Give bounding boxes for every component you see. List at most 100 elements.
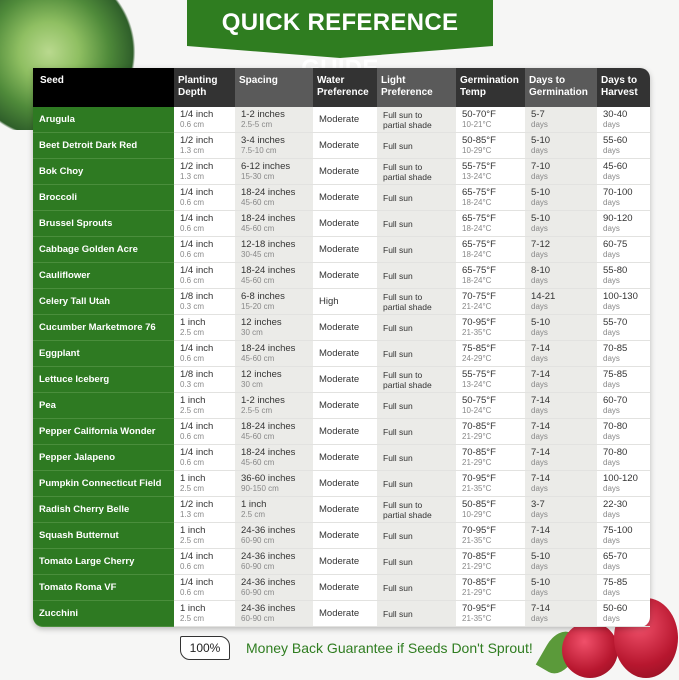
light-preference: Full sun to partial shade (377, 367, 456, 393)
seed-name: Pumpkin Connecticut Field (33, 471, 174, 497)
planting-depth: 1 inch 2.5 cm (174, 523, 235, 549)
seed-name: Tomato Roma VF (33, 575, 174, 601)
planting-depth: 1/2 inch 1.3 cm (174, 133, 235, 159)
days-to-harvest: 75-85 days (597, 575, 650, 601)
days-to-harvest: 90-120 days (597, 211, 650, 237)
light-preference: Full sun (377, 341, 456, 367)
table-row: Pepper Jalapeno 1/4 inch 0.6 cm 18-24 inc… (33, 445, 650, 471)
table-row: Beet Detroit Dark Red 1/2 inch 1.3 cm 3-4… (33, 133, 650, 159)
spacing: 24-36 inches 60-90 cm (235, 601, 313, 627)
germination-temp: 65-75°F 18-24°C (456, 237, 525, 263)
days-to-germination: 7-14 days (525, 419, 597, 445)
light-preference: Full sun (377, 445, 456, 471)
light-preference: Full sun to partial shade (377, 107, 456, 133)
days-to-germination: 5-10 days (525, 211, 597, 237)
header-spacing: Spacing (235, 68, 313, 107)
days-to-germination: 3-7 days (525, 497, 597, 523)
table-row: Cabbage Golden Acre 1/4 inch 0.6 cm 12-18… (33, 237, 650, 263)
light-preference: Full sun (377, 471, 456, 497)
table-row: Celery Tall Utah 1/8 inch 0.3 cm 6-8 inch… (33, 289, 650, 315)
seed-name: Pepper California Wonder (33, 419, 174, 445)
germination-temp: 50-75°F 10-24°C (456, 393, 525, 419)
germination-temp: 70-95°F 21-35°C (456, 315, 525, 341)
seed-name: Beet Detroit Dark Red (33, 133, 174, 159)
spacing: 24-36 inches 60-90 cm (235, 523, 313, 549)
light-preference: Full sun (377, 133, 456, 159)
days-to-harvest: 50-60 days (597, 601, 650, 627)
light-preference: Full sun to partial shade (377, 159, 456, 185)
spacing: 1-2 inches 2.5-5 cm (235, 107, 313, 133)
table-row: Tomato Large Cherry 1/4 inch 0.6 cm 24-36… (33, 549, 650, 575)
header-days-germination: Days to Germination (525, 68, 597, 107)
germination-temp: 65-75°F 18-24°C (456, 185, 525, 211)
days-to-germination: 8-10 days (525, 263, 597, 289)
table-row: Tomato Roma VF 1/4 inch 0.6 cm 24-36 inch… (33, 575, 650, 601)
header-germination-temp: Germination Temp (456, 68, 525, 107)
days-to-germination: 7-14 days (525, 471, 597, 497)
days-to-harvest: 60-70 days (597, 393, 650, 419)
days-to-harvest: 55-80 days (597, 263, 650, 289)
light-preference: Full sun to partial shade (377, 289, 456, 315)
days-to-harvest: 70-85 days (597, 341, 650, 367)
days-to-germination: 7-14 days (525, 367, 597, 393)
beet-image (562, 622, 618, 678)
spacing: 12-18 inches 30-45 cm (235, 237, 313, 263)
planting-depth: 1/2 inch 1.3 cm (174, 497, 235, 523)
water-preference: Moderate (313, 107, 377, 133)
seed-name: Bok Choy (33, 159, 174, 185)
spacing: 18-24 inches 45-60 cm (235, 445, 313, 471)
table-row: Radish Cherry Belle 1/2 inch 1.3 cm 1 inc… (33, 497, 650, 523)
days-to-harvest: 75-85 days (597, 367, 650, 393)
planting-depth: 1/8 inch 0.3 cm (174, 367, 235, 393)
days-to-harvest: 30-40 days (597, 107, 650, 133)
days-to-harvest: 100-120 days (597, 471, 650, 497)
days-to-germination: 7-12 days (525, 237, 597, 263)
germination-temp: 70-85°F 21-29°C (456, 575, 525, 601)
table-row: Pumpkin Connecticut Field 1 inch 2.5 cm 3… (33, 471, 650, 497)
days-to-germination: 7-14 days (525, 445, 597, 471)
planting-depth: 1/4 inch 0.6 cm (174, 575, 235, 601)
seed-name: Squash Butternut (33, 523, 174, 549)
header-light: Light Preference (377, 68, 456, 107)
spacing: 24-36 inches 60-90 cm (235, 549, 313, 575)
table-body: Arugula 1/4 inch 0.6 cm 1-2 inches 2.5-5 c… (33, 107, 650, 627)
days-to-harvest: 70-100 days (597, 185, 650, 211)
days-to-harvest: 100-130 days (597, 289, 650, 315)
germination-temp: 70-85°F 21-29°C (456, 549, 525, 575)
header-row: Seed Planting Depth Spacing Water Preferen… (33, 68, 650, 107)
water-preference: Moderate (313, 471, 377, 497)
table-row: Cauliflower 1/4 inch 0.6 cm 18-24 inches 4… (33, 263, 650, 289)
header-water: Water Preference (313, 68, 377, 107)
seed-name: Arugula (33, 107, 174, 133)
water-preference: High (313, 289, 377, 315)
header-days-harvest: Days to Harvest (597, 68, 650, 107)
water-preference: Moderate (313, 159, 377, 185)
seed-name: Celery Tall Utah (33, 289, 174, 315)
days-to-harvest: 55-60 days (597, 133, 650, 159)
seed-name: Zucchini (33, 601, 174, 627)
planting-depth: 1/4 inch 0.6 cm (174, 419, 235, 445)
water-preference: Moderate (313, 237, 377, 263)
header-planting-depth: Planting Depth (174, 68, 235, 107)
days-to-harvest: 60-75 days (597, 237, 650, 263)
table-row: Cucumber Marketmore 76 1 inch 2.5 cm 12 i… (33, 315, 650, 341)
water-preference: Moderate (313, 263, 377, 289)
planting-depth: 1/4 inch 0.6 cm (174, 549, 235, 575)
spacing: 18-24 inches 45-60 cm (235, 211, 313, 237)
spacing: 12 inches 30 cm (235, 315, 313, 341)
seed-name: Pepper Jalapeno (33, 445, 174, 471)
light-preference: Full sun (377, 211, 456, 237)
planting-depth: 1/2 inch 1.3 cm (174, 159, 235, 185)
table-row: Pea 1 inch 2.5 cm 1-2 inches 2.5-5 cm Mode… (33, 393, 650, 419)
water-preference: Moderate (313, 601, 377, 627)
planting-depth: 1/4 inch 0.6 cm (174, 341, 235, 367)
water-preference: Moderate (313, 523, 377, 549)
days-to-harvest: 22-30 days (597, 497, 650, 523)
spacing: 18-24 inches 45-60 cm (235, 263, 313, 289)
spacing: 1 inch 2.5 cm (235, 497, 313, 523)
light-preference: Full sun (377, 185, 456, 211)
planting-depth: 1 inch 2.5 cm (174, 471, 235, 497)
germination-temp: 70-95°F 21-35°C (456, 601, 525, 627)
germination-temp: 50-85°F 10-29°C (456, 497, 525, 523)
days-to-germination: 7-14 days (525, 341, 597, 367)
